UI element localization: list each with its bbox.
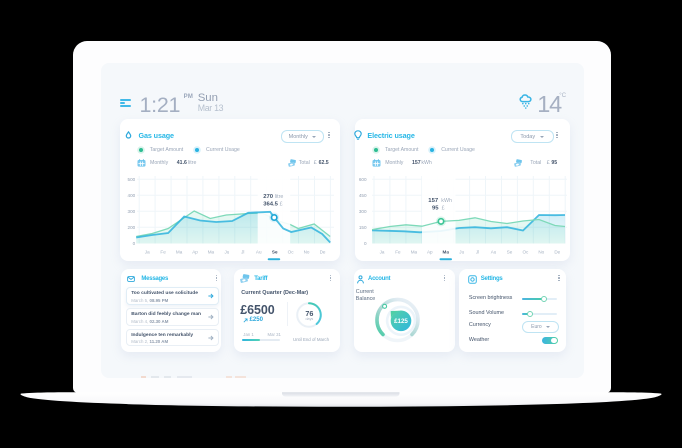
svg-text:0: 0 <box>364 241 367 246</box>
svg-text:Se: Se <box>272 250 278 255</box>
svg-text:£125: £125 <box>394 318 408 325</box>
svg-text:Ju: Ju <box>459 250 464 255</box>
svg-text:litre: litre <box>275 194 284 200</box>
svg-text:200: 200 <box>127 225 135 230</box>
svg-text:95: 95 <box>432 206 439 212</box>
svg-text:Au: Au <box>256 250 262 255</box>
svg-text:500: 500 <box>127 177 135 182</box>
svg-text:Ma: Ma <box>208 250 215 255</box>
svg-text:300: 300 <box>127 209 135 214</box>
svg-text:150: 150 <box>359 225 367 230</box>
svg-text:Ja: Ja <box>145 250 150 255</box>
svg-text:Ap: Ap <box>192 250 198 255</box>
svg-text:157: 157 <box>428 198 439 204</box>
svg-text:Au: Au <box>491 250 497 255</box>
svg-text:£: £ <box>279 202 282 208</box>
svg-text:Ma: Ma <box>443 250 450 255</box>
svg-text:0: 0 <box>132 241 135 246</box>
svg-text:kWh: kWh <box>441 198 452 204</box>
svg-text:Ja: Ja <box>380 250 385 255</box>
svg-text:Ap: Ap <box>427 250 433 255</box>
svg-text:No: No <box>538 250 544 255</box>
svg-text:Fe: Fe <box>395 250 401 255</box>
svg-text:De: De <box>319 250 325 255</box>
svg-text:Oc: Oc <box>287 250 294 255</box>
svg-text:Ju: Ju <box>224 250 229 255</box>
svg-text:Fe: Fe <box>160 250 166 255</box>
svg-text:364.5: 364.5 <box>263 202 278 208</box>
svg-text:Oc: Oc <box>522 250 529 255</box>
svg-text:600: 600 <box>359 177 367 182</box>
svg-text:400: 400 <box>127 193 135 198</box>
svg-text:Se: Se <box>507 250 513 255</box>
svg-text:Jl: Jl <box>241 250 244 255</box>
svg-text:Jl: Jl <box>476 250 479 255</box>
svg-text:270: 270 <box>263 194 274 200</box>
svg-text:De: De <box>554 250 560 255</box>
svg-text:Ma: Ma <box>176 250 183 255</box>
svg-text:300: 300 <box>359 209 367 214</box>
svg-text:£: £ <box>442 206 445 212</box>
svg-text:450: 450 <box>359 193 367 198</box>
svg-text:No: No <box>303 250 309 255</box>
svg-text:Ma: Ma <box>411 250 418 255</box>
